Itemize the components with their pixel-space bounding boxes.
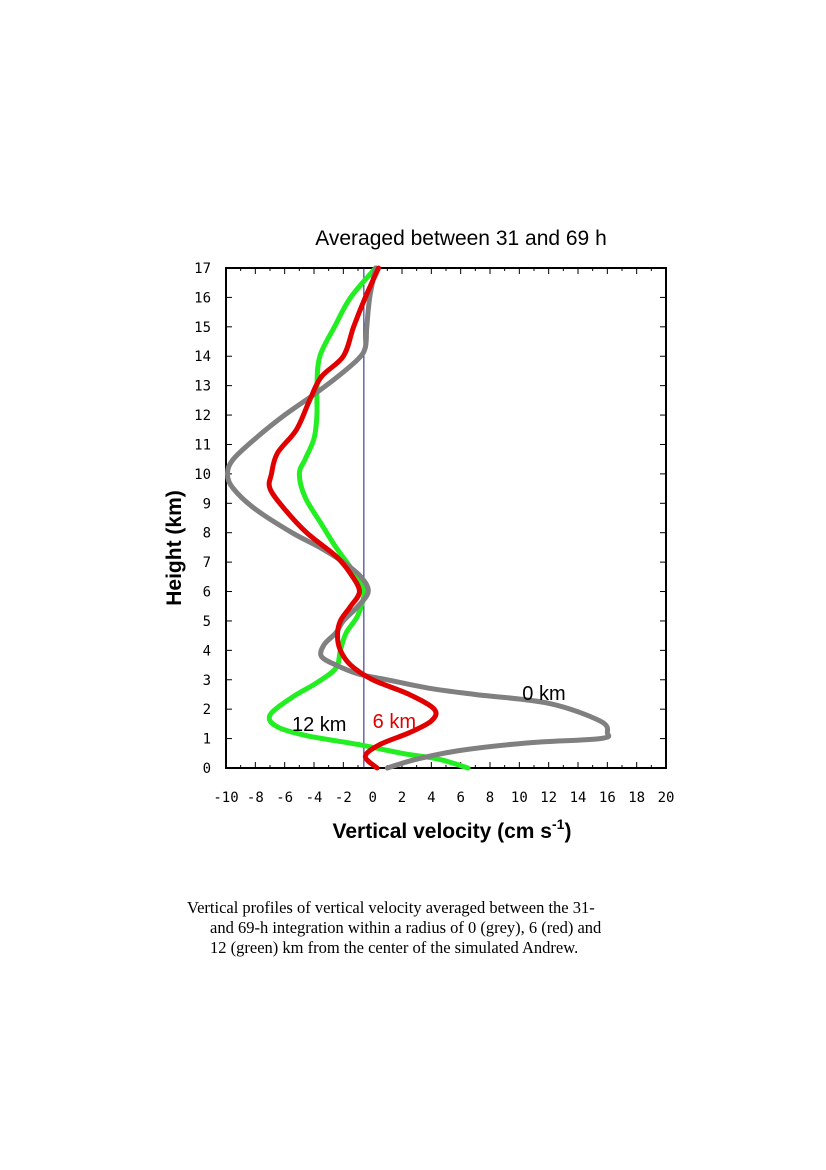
caption-line-1: Vertical profiles of vertical velocity a…: [187, 898, 595, 917]
x-axis-label-close: ): [564, 820, 571, 843]
x-tick-label: 10: [511, 790, 528, 806]
series-label-12-km: 12 km: [292, 714, 346, 736]
y-tick-label: 3: [203, 673, 211, 689]
series-line-6-km: [266, 265, 439, 771]
x-axis-label-main: Vertical velocity (cm s: [333, 820, 552, 843]
x-tick-label: -10: [213, 790, 238, 806]
x-tick-label: -2: [335, 790, 352, 806]
x-tick-label: 16: [599, 790, 616, 806]
x-tick-label: 8: [486, 790, 494, 806]
y-tick-label: 13: [194, 379, 211, 395]
x-tick-label: 6: [456, 790, 464, 806]
y-tick-label: 17: [194, 261, 211, 277]
y-tick-label: 14: [194, 349, 211, 365]
x-tick-label: 20: [658, 790, 675, 806]
x-tick-label: -4: [306, 790, 323, 806]
chart-title: Averaged between 31 and 69 h: [315, 227, 607, 250]
x-tick-label: 18: [628, 790, 645, 806]
x-tick-label: -6: [276, 790, 293, 806]
y-tick-label: 6: [203, 585, 211, 601]
y-tick-label: 2: [203, 702, 211, 718]
y-tick-label: 12: [194, 408, 211, 424]
caption-line-2: and 69-h integration within a radius of …: [210, 918, 602, 937]
x-tick-label: 0: [368, 790, 376, 806]
y-axis-label: Height (km): [163, 490, 186, 606]
y-tick-label: 7: [203, 555, 211, 571]
y-tick-label: 10: [194, 467, 211, 483]
y-tick-label: 11: [194, 437, 211, 453]
x-tick-label: 12: [540, 790, 557, 806]
series-label-6-km: 6 km: [373, 711, 416, 733]
y-tick-label: 0: [203, 761, 211, 777]
plot-area: -10 -8 -6 -4 -2 0 2 4 6 8 10 12 14 16 18 20012345678910…: [194, 261, 674, 806]
y-tick-label: 8: [203, 526, 211, 542]
caption-line-3: 12 (green) km from the center of the sim…: [210, 938, 579, 957]
x-tick-label: 14: [570, 790, 587, 806]
x-tick-label: -8: [247, 790, 264, 806]
y-tick-label: 16: [194, 290, 211, 306]
series-line-12-km: [266, 265, 471, 771]
y-tick-label: 15: [194, 320, 211, 336]
x-axis-label: Vertical velocity (cm s-1): [333, 816, 572, 843]
x-tick-label: 4: [427, 790, 435, 806]
x-tick-label: 2: [398, 790, 406, 806]
y-tick-label: 9: [203, 496, 211, 512]
series-label-0-km: 0 km: [522, 683, 565, 705]
figure-caption: Vertical profiles of vertical velocity a…: [187, 898, 707, 958]
y-tick-label: 4: [203, 643, 211, 659]
y-tick-label: 5: [203, 614, 211, 630]
y-tick-label: 1: [203, 732, 211, 748]
x-axis-label-exponent: -1: [552, 816, 565, 832]
